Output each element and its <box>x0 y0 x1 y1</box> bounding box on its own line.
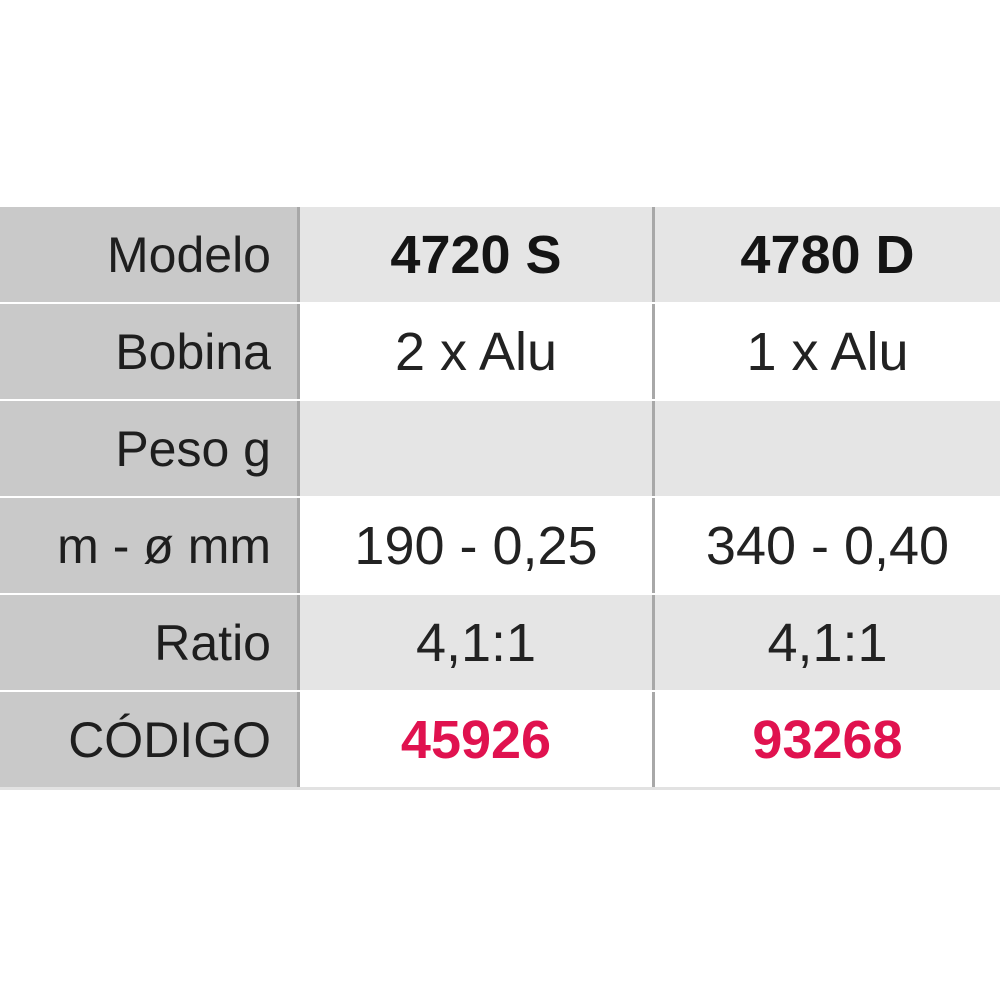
row-label-cell: Modelo <box>0 207 300 302</box>
cell: 1 x Alu <box>655 304 1000 399</box>
cell <box>655 401 1000 496</box>
row-label: Peso g <box>115 420 271 477</box>
row-label-cell: Peso g <box>0 401 300 496</box>
row-codigo: CÓDIGO 45926 93268 <box>0 692 1000 790</box>
model-4780d-header: 4780 D <box>655 207 1000 302</box>
row-label: m - ø mm <box>57 517 271 574</box>
row-ratio: Ratio 4,1:1 4,1:1 <box>0 595 1000 692</box>
row-label-cell: m - ø mm <box>0 498 300 593</box>
row-modelo: Modelo 4720 S 4780 D <box>0 207 1000 304</box>
spec-table: Modelo 4720 S 4780 D Bobina 2 x Alu 1 x … <box>0 207 1000 790</box>
row-peso: Peso g <box>0 401 1000 498</box>
row-label: Modelo <box>107 226 271 283</box>
product-code: 93268 <box>655 692 1000 787</box>
row-label-cell: Ratio <box>0 595 300 690</box>
row-label-cell: CÓDIGO <box>0 692 300 787</box>
model-4720s-header: 4720 S <box>300 207 655 302</box>
cell <box>300 401 655 496</box>
cell: 2 x Alu <box>300 304 655 399</box>
row-bobina: Bobina 2 x Alu 1 x Alu <box>0 304 1000 401</box>
row-line-capacity: m - ø mm 190 - 0,25 340 - 0,40 <box>0 498 1000 595</box>
cell: 4,1:1 <box>300 595 655 690</box>
cell: 4,1:1 <box>655 595 1000 690</box>
row-label: CÓDIGO <box>68 711 271 768</box>
row-label-cell: Bobina <box>0 304 300 399</box>
row-label: Bobina <box>115 323 271 380</box>
row-label: Ratio <box>154 614 271 671</box>
cell: 190 - 0,25 <box>300 498 655 593</box>
product-code: 45926 <box>300 692 655 787</box>
cell: 340 - 0,40 <box>655 498 1000 593</box>
